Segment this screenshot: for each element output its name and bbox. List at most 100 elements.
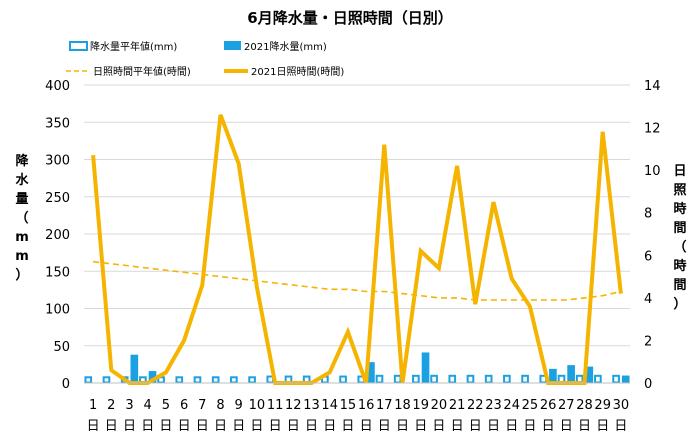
x-tick-suffix: 日 — [323, 419, 336, 432]
x-tick-label: 17 — [376, 398, 393, 413]
sunshine-2021-line — [91, 114, 623, 385]
x-tick-label: 18 — [394, 398, 411, 413]
axis-title-char: 間 — [673, 278, 686, 293]
axis-title-char: 日 — [673, 164, 686, 179]
y2-tick-label: 12 — [644, 122, 661, 137]
y2-tick-label: 6 — [644, 249, 652, 264]
x-tick-label: 2 — [107, 398, 115, 413]
x-tick-label: 10 — [249, 398, 266, 413]
precip-2021-bar — [148, 371, 157, 383]
x-tick-suffix: 日 — [414, 419, 427, 432]
y-tick-label: 200 — [45, 228, 70, 243]
normal-precip-bar — [230, 376, 238, 384]
normal-precip-bar — [339, 375, 347, 384]
x-tick-suffix: 日 — [269, 419, 282, 432]
x-tick-suffix: 日 — [432, 419, 445, 432]
x-tick-suffix: 日 — [196, 419, 209, 432]
y-tick-label: 150 — [45, 265, 70, 280]
x-tick-suffix: 日 — [578, 419, 591, 432]
legend: 降水量平年値(mm) 2021降水量(mm) 日照時間平年値(時間) 2021日照時間… — [66, 40, 344, 78]
normal-precip-bar — [612, 374, 620, 384]
axis-title-char: m — [15, 230, 29, 245]
x-tick-suffix: 日 — [469, 419, 482, 432]
normal-precip-bar — [430, 374, 438, 384]
y-tick-label: 350 — [45, 116, 70, 131]
x-tick-suffix: 日 — [341, 419, 354, 432]
x-tick-suffix: 日 — [159, 419, 172, 432]
precip-2021-bar — [130, 354, 139, 383]
axis-title-char: m — [15, 249, 29, 264]
x-tick-suffix: 日 — [214, 419, 227, 432]
x-tick-suffix: 日 — [396, 419, 409, 432]
axis-title-char: 間 — [673, 221, 686, 236]
precip-2021-bar — [621, 375, 630, 383]
normal-precip-bar — [375, 374, 384, 384]
x-tick-label: 22 — [467, 398, 484, 413]
legend-label: 2021降水量(mm) — [244, 40, 327, 53]
x-tick-label: 29 — [594, 398, 611, 413]
axis-title-char: 量 — [15, 192, 28, 207]
x-tick-label: 19 — [412, 398, 429, 413]
normal-precip-bar — [393, 374, 402, 384]
normal-precip-bar — [484, 374, 493, 384]
normal-precip-bar — [448, 374, 457, 384]
normal-precip-bar — [412, 374, 420, 384]
axis-title-char: 時 — [673, 201, 686, 217]
x-tick-label: 23 — [485, 398, 502, 413]
y2-tick-label: 0 — [644, 377, 652, 392]
axis-title-char: （ — [673, 239, 686, 255]
x-tick-suffix: 日 — [523, 419, 536, 432]
x-tick-suffix: 日 — [560, 419, 573, 432]
x-tick-label: 16 — [358, 398, 375, 413]
y2-tick-label: 10 — [644, 164, 661, 179]
axis-title-char: 水 — [15, 172, 29, 188]
y2-tick-label: 14 — [644, 79, 661, 94]
x-tick-suffix: 日 — [360, 419, 373, 432]
x-tick-label: 14 — [321, 398, 338, 413]
x-tick-suffix: 日 — [178, 419, 191, 432]
x-tick-suffix: 日 — [596, 419, 609, 432]
x-tick-suffix: 日 — [505, 419, 518, 432]
precip-2021-bar — [567, 365, 575, 383]
x-tick-suffix: 日 — [487, 419, 500, 432]
normal-precip-bar — [84, 376, 93, 384]
y2-tick-label: 4 — [644, 292, 652, 307]
x-tick-suffix: 日 — [451, 419, 464, 432]
x-tick-suffix: 日 — [141, 419, 154, 432]
x-tick-suffix: 日 — [123, 419, 136, 432]
legend-label: 2021日照時間(時間) — [251, 66, 344, 78]
axes: 050100150200250300350400024681012141日2日3… — [15, 79, 686, 434]
y-tick-label: 100 — [45, 303, 70, 318]
x-tick-suffix: 日 — [305, 419, 318, 432]
y-tick-label: 50 — [53, 340, 70, 355]
x-tick-label: 6 — [180, 398, 188, 413]
axis-title-char: ） — [15, 267, 28, 283]
axis-title-char: 照 — [673, 183, 686, 198]
normal-precip-bar — [248, 376, 256, 384]
normal-precip-bar — [521, 374, 529, 384]
x-tick-label: 13 — [303, 398, 320, 413]
normal-sunshine-line — [93, 260, 622, 301]
precip-2021-bar — [585, 366, 594, 383]
precip-2021-bar — [367, 362, 375, 383]
x-tick-label: 3 — [125, 398, 133, 413]
precip-2021-bar — [549, 368, 557, 383]
y-tick-label: 400 — [45, 79, 70, 94]
x-tick-label: 15 — [340, 398, 357, 413]
x-tick-label: 4 — [144, 398, 152, 413]
x-tick-label: 28 — [576, 398, 593, 413]
line-series — [91, 114, 623, 385]
x-tick-suffix: 日 — [232, 419, 245, 432]
y-tick-label: 250 — [45, 191, 70, 206]
x-tick-label: 5 — [162, 398, 170, 413]
grid-lines — [84, 84, 630, 347]
x-tick-label: 27 — [558, 398, 575, 413]
legend-label: 日照時間平年値(時間) — [93, 65, 191, 78]
x-tick-suffix: 日 — [614, 419, 627, 432]
legend-swatch-precip-2021 — [224, 41, 241, 50]
x-tick-label: 11 — [267, 398, 284, 413]
x-tick-label: 24 — [503, 398, 520, 413]
x-tick-label: 30 — [613, 398, 630, 413]
